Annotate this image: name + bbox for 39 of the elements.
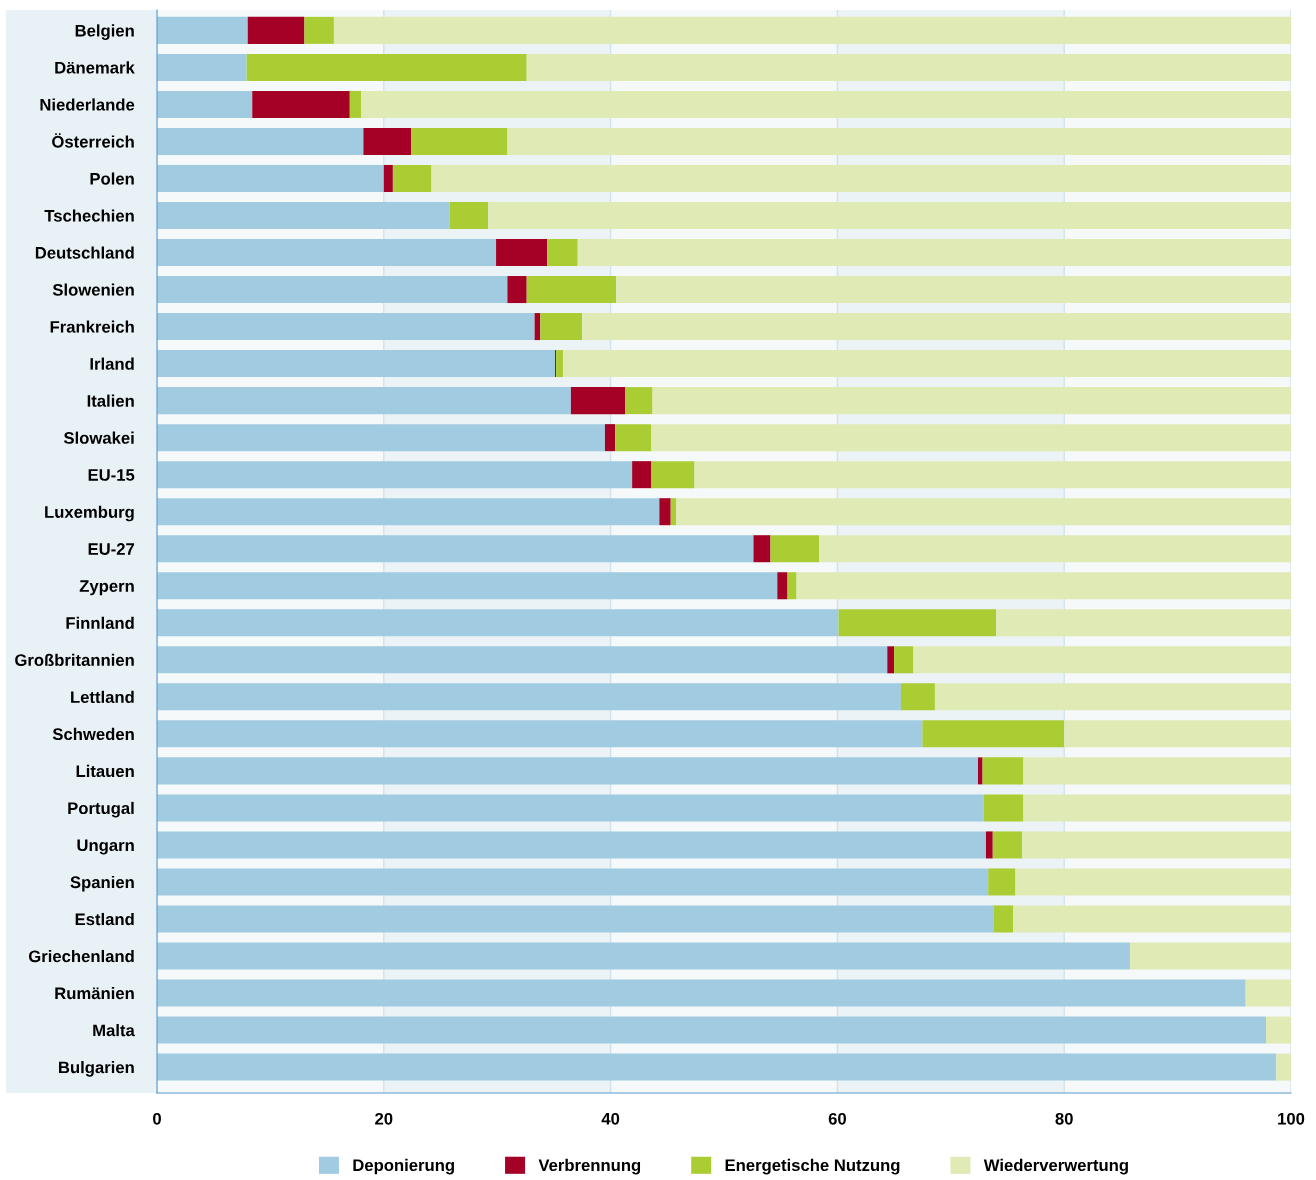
y-tick-label: Belgien bbox=[75, 24, 134, 40]
x-tick-label: 40 bbox=[601, 1112, 620, 1125]
y-tick-label: Dänemark bbox=[55, 61, 135, 74]
y-tick-label: Lettland bbox=[71, 690, 134, 704]
y-tick-label: Deutschland bbox=[35, 246, 134, 259]
y-tick-label: Zypern bbox=[79, 580, 134, 596]
legend-label: Wiederverwertung bbox=[983, 1158, 1128, 1175]
y-tick-label: Spanien bbox=[70, 875, 134, 892]
y-tick-label: EU-15 bbox=[88, 469, 135, 481]
y-tick-label: Litauen bbox=[76, 764, 134, 778]
legend-label: Verbrennung bbox=[538, 1158, 641, 1175]
legend-label: Energetische Nutzung bbox=[725, 1158, 900, 1175]
x-tick-label: 60 bbox=[828, 1112, 846, 1125]
y-tick-label: Großbritannien bbox=[15, 653, 134, 666]
y-tick-label: Malta bbox=[93, 1024, 135, 1037]
y-tick-label: Tschechien bbox=[44, 209, 134, 222]
y-tick-label: Schweden bbox=[52, 727, 134, 741]
y-tick-label: Rumänien bbox=[55, 986, 134, 1000]
y-tick-label: Griechenland bbox=[28, 949, 134, 963]
y-tick-label: EU-27 bbox=[88, 543, 135, 555]
y-tick-label: Slowakei bbox=[63, 431, 134, 444]
y-tick-label: Slowenien bbox=[52, 283, 134, 296]
y-tick-label: Irland bbox=[90, 357, 134, 370]
x-tick-label: 20 bbox=[375, 1112, 393, 1125]
legend-label: Deponierung bbox=[353, 1158, 454, 1175]
y-tick-label: Finnland bbox=[66, 616, 134, 629]
y-tick-label: Österreich bbox=[52, 133, 134, 148]
y-tick-label: Estland bbox=[75, 912, 134, 926]
y-tick-label: Luxemburg bbox=[45, 505, 134, 522]
y-tick-label: Bulgarien bbox=[59, 1061, 134, 1077]
y-tick-label: Niederlande bbox=[40, 98, 135, 111]
x-tick-label: 100 bbox=[1278, 1112, 1305, 1125]
x-tick-label: 80 bbox=[1055, 1112, 1073, 1125]
y-tick-label: Portugal bbox=[68, 801, 134, 818]
x-tick-label: 0 bbox=[153, 1112, 161, 1125]
y-tick-label: Ungarn bbox=[77, 839, 134, 855]
y-tick-label: Frankreich bbox=[50, 320, 134, 333]
y-tick-label: Polen bbox=[90, 172, 134, 185]
y-tick-label: Italien bbox=[87, 394, 134, 407]
